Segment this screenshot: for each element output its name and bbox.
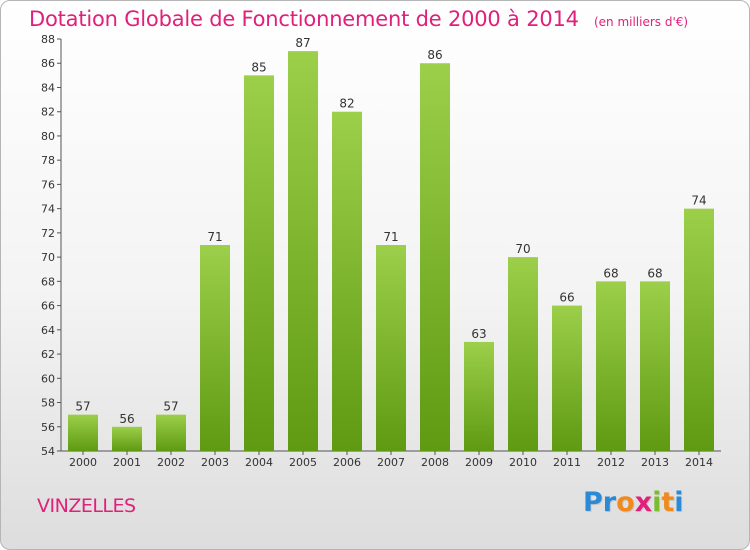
bar xyxy=(552,305,582,451)
y-tick-label: 70 xyxy=(41,251,55,264)
bar xyxy=(112,426,142,451)
y-tick-label: 78 xyxy=(41,154,55,167)
data-label: 66 xyxy=(559,291,574,305)
x-tick-label: 2007 xyxy=(377,456,405,469)
logo-letter: i xyxy=(674,487,684,518)
y-tick-label: 86 xyxy=(41,57,55,70)
data-label: 87 xyxy=(295,36,310,50)
x-tick-label: 2010 xyxy=(509,456,537,469)
x-tick-label: 2014 xyxy=(685,456,713,469)
value-labels: 57 56 57 71 85 87 82 71 86 63 70 66 68 68 74 xyxy=(75,36,706,426)
data-label: 86 xyxy=(427,48,442,62)
bar xyxy=(244,75,274,452)
bars xyxy=(68,51,714,452)
data-label: 85 xyxy=(251,60,266,74)
y-tick-label: 82 xyxy=(41,106,55,119)
logo-letter: r xyxy=(602,487,617,518)
data-label: 71 xyxy=(383,230,398,244)
data-label: 68 xyxy=(647,266,662,280)
bar xyxy=(68,414,98,451)
bar xyxy=(464,341,494,451)
y-tick-label: 84 xyxy=(41,81,55,94)
x-tick-label: 2012 xyxy=(597,456,625,469)
y-tick-label: 88 xyxy=(41,33,55,46)
logo-letter: i xyxy=(652,487,662,518)
title-row: Dotation Globale de Fonctionnement de 20… xyxy=(29,7,688,31)
bar xyxy=(508,257,538,451)
commune-name: VINZELLES xyxy=(37,495,136,517)
y-tick-label: 54 xyxy=(41,445,55,458)
data-label: 63 xyxy=(471,327,486,341)
bar xyxy=(376,245,406,451)
x-tick-label: 2006 xyxy=(333,456,361,469)
y-tick-label: 80 xyxy=(41,130,55,143)
y-tick-label: 60 xyxy=(41,372,55,385)
y-tick-label: 62 xyxy=(41,348,55,361)
bar xyxy=(156,414,186,451)
axes: 54 56 58 60 62 64 66 68 70 72 74 76 78 80 82 84 86 88 2000… xyxy=(41,33,721,469)
chart-title: Dotation Globale de Fonctionnement de 20… xyxy=(29,7,579,31)
y-tick-label: 74 xyxy=(41,203,55,216)
bar xyxy=(288,51,318,451)
bar xyxy=(596,281,626,451)
logo-letter: t xyxy=(661,487,675,518)
data-label: 56 xyxy=(119,412,134,426)
x-tick-label: 2005 xyxy=(289,456,317,469)
logo-letter: o xyxy=(616,487,635,518)
x-tick-label: 2002 xyxy=(157,456,185,469)
x-tick-label: 2004 xyxy=(245,456,273,469)
data-label: 71 xyxy=(207,230,222,244)
logo-letter: P xyxy=(583,487,603,518)
y-tick-label: 68 xyxy=(41,275,55,288)
bar xyxy=(640,281,670,451)
x-tick-label: 2008 xyxy=(421,456,449,469)
chart-subtitle: (en milliers d'€) xyxy=(593,15,689,29)
data-label: 68 xyxy=(603,266,618,280)
x-tick-label: 2001 xyxy=(113,456,141,469)
y-tick-label: 58 xyxy=(41,397,55,410)
bar xyxy=(200,245,230,451)
x-tick-label: 2000 xyxy=(69,456,97,469)
bar xyxy=(684,208,714,451)
data-label: 74 xyxy=(691,194,706,208)
data-label: 70 xyxy=(515,242,530,256)
x-tick-label: 2011 xyxy=(553,456,581,469)
proxiti-logo[interactable]: Proxiti xyxy=(583,487,684,518)
y-tick-label: 76 xyxy=(41,178,55,191)
x-tick-label: 2009 xyxy=(465,456,493,469)
logo-letter: x xyxy=(634,487,653,518)
y-tick-label: 56 xyxy=(41,421,55,434)
x-tick-label: 2013 xyxy=(641,456,669,469)
y-tick-label: 66 xyxy=(41,300,55,313)
data-label: 57 xyxy=(163,400,178,414)
bar xyxy=(420,63,450,452)
data-label: 57 xyxy=(75,400,90,414)
x-tick-label: 2003 xyxy=(201,456,229,469)
bar xyxy=(332,111,362,452)
data-label: 82 xyxy=(339,97,354,111)
y-tick-label: 72 xyxy=(41,227,55,240)
y-tick-label: 64 xyxy=(41,324,55,337)
